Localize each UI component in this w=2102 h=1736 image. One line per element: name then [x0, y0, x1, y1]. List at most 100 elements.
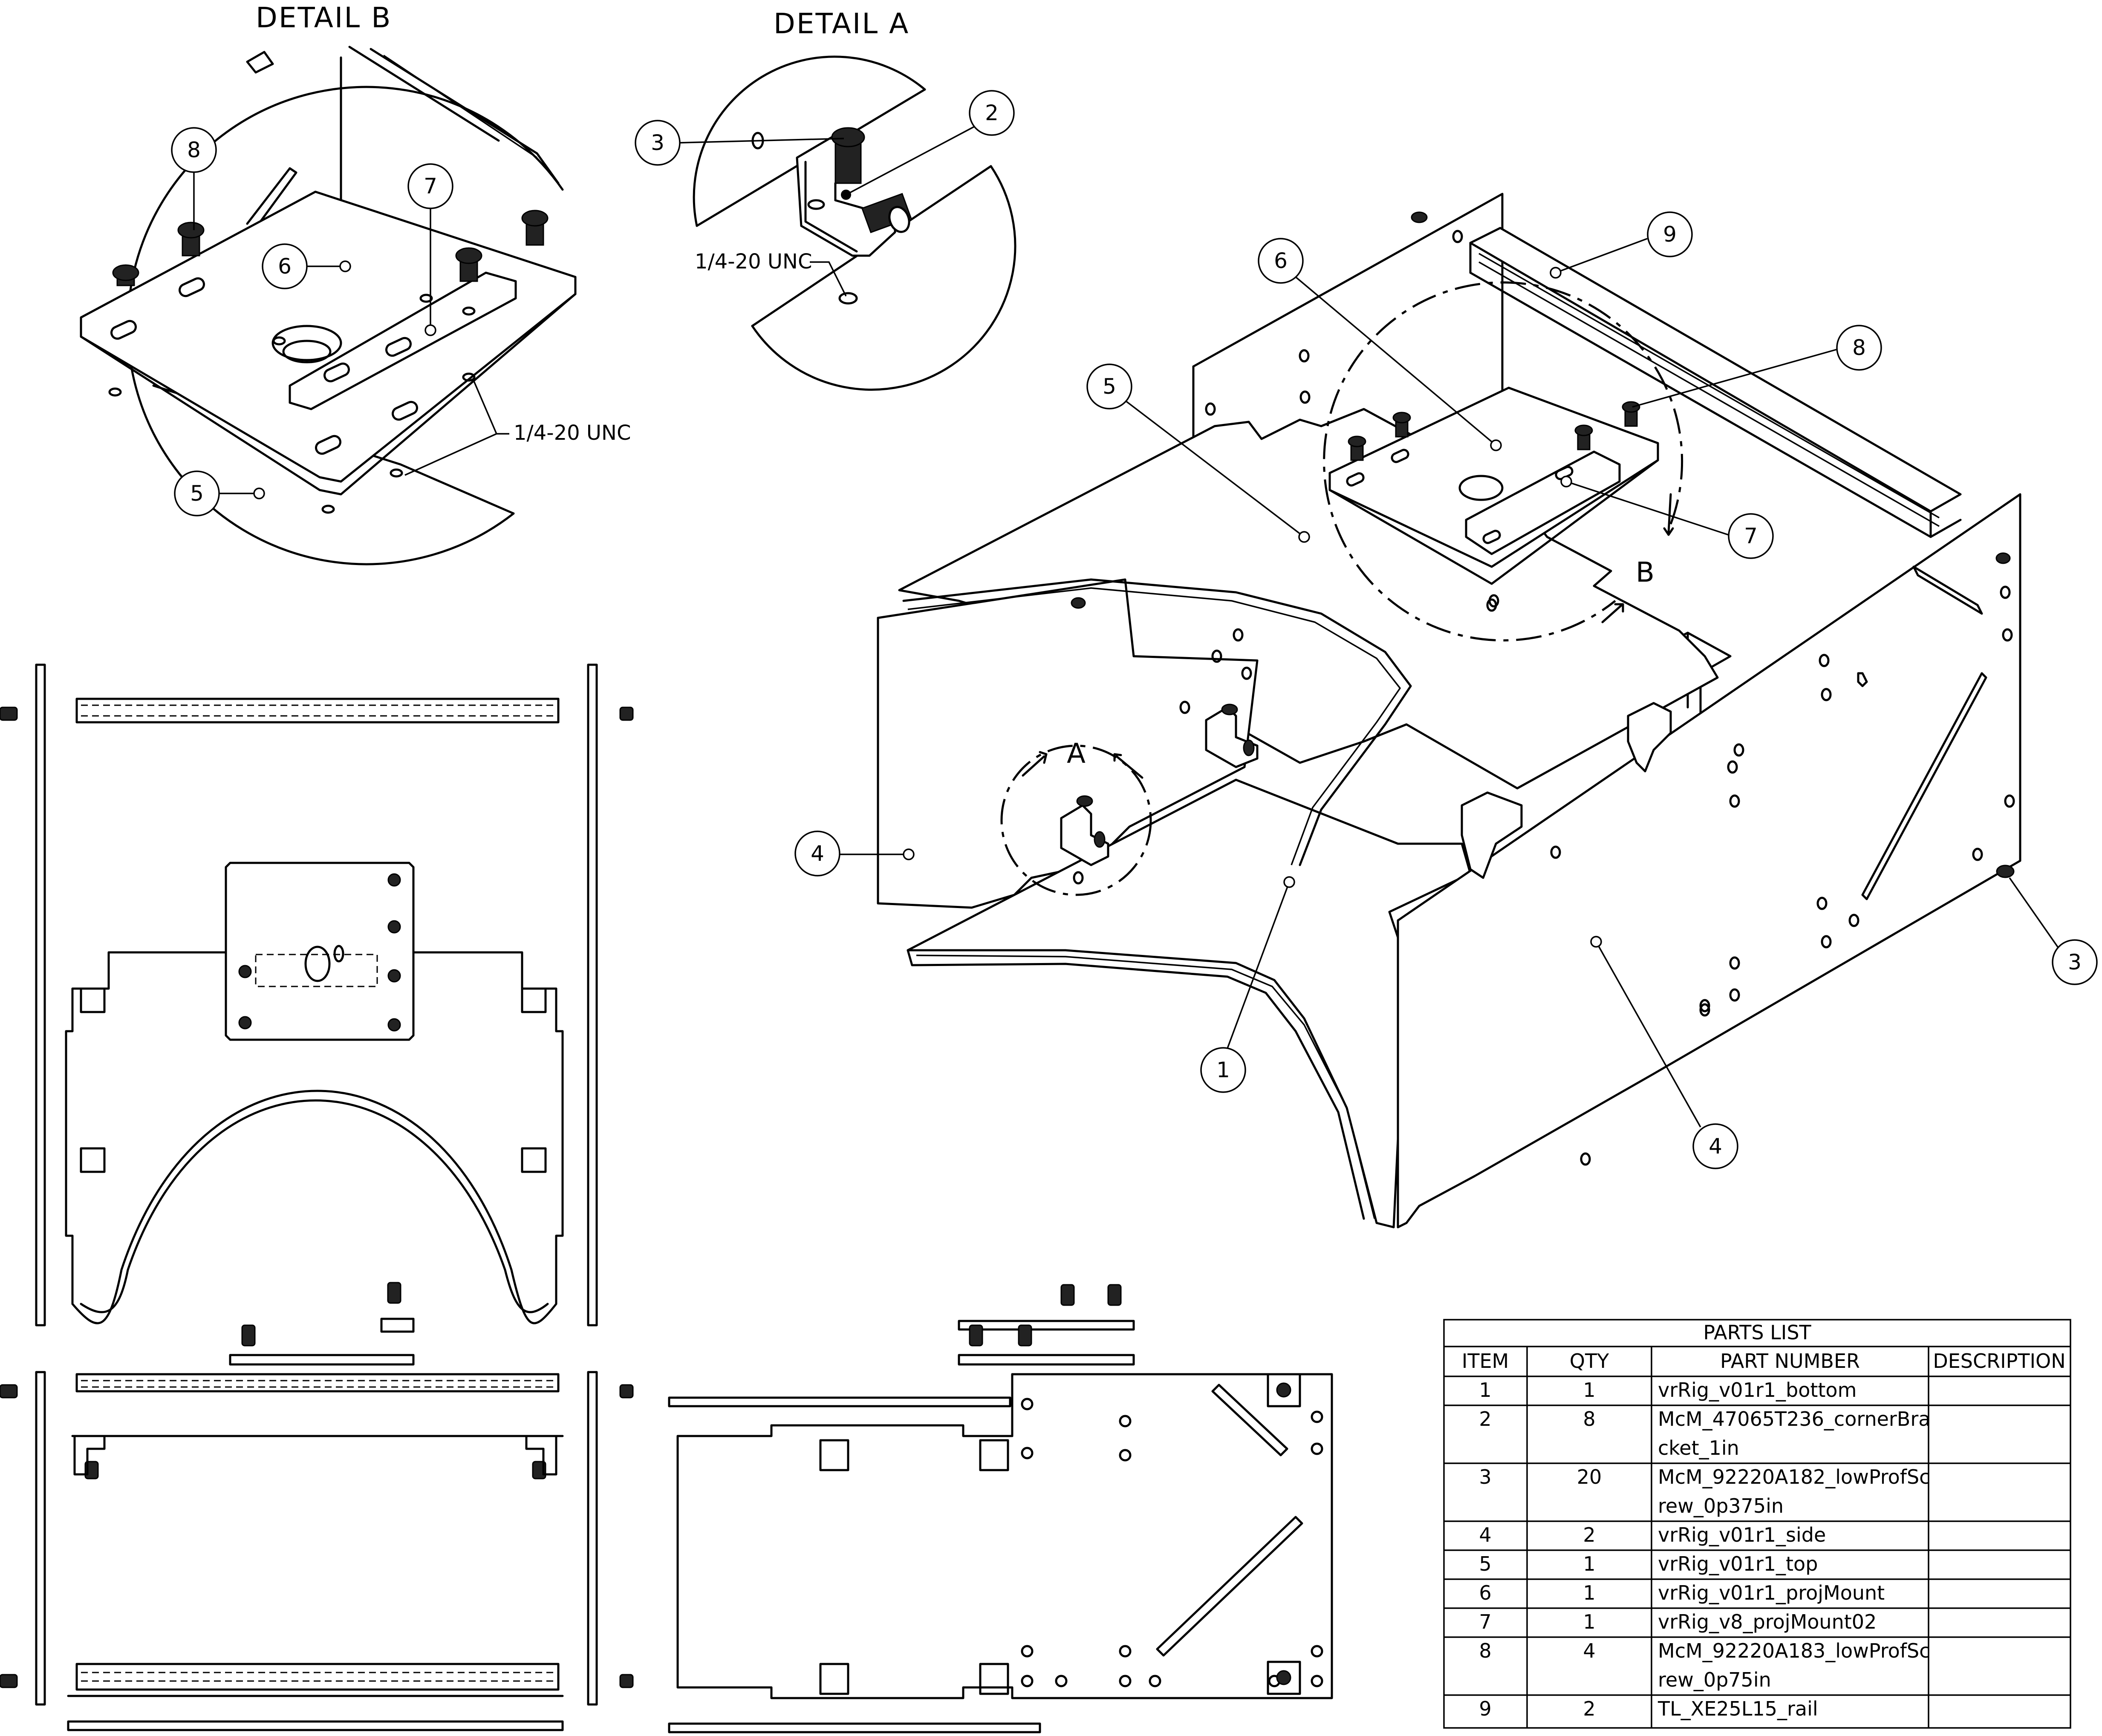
detail-b-slots [110, 277, 419, 455]
top-view-proj-mount [225, 862, 415, 1041]
iso-balloon-4-right: 4 [1590, 936, 1738, 1169]
top-view-mount-screws [238, 873, 401, 1032]
svg-text:4: 4 [811, 841, 824, 866]
parts-list-cell-part-number: vrRig_v01r1_bottom [1658, 1378, 1857, 1401]
parts-list-cell-item: 4 [1479, 1523, 1491, 1546]
detail-b-bore [271, 325, 342, 361]
detail-b-title: DETAIL B [256, 1, 392, 34]
parts-list-header-description: DESCRIPTION [1933, 1350, 2065, 1373]
detail-b-plate-6 [80, 190, 577, 483]
svg-text:8: 8 [187, 138, 201, 162]
detail-a-screw-horizontal-icon [861, 193, 912, 234]
top-view-screw-icons [0, 707, 634, 721]
side-view-brackets [819, 1439, 1009, 1695]
parts-list-cell-item: 2 [1479, 1407, 1491, 1430]
iso-screw-8-icon [1622, 401, 1640, 427]
screw-8-icon [455, 247, 482, 282]
iso-balloon-4-left: 4 [794, 831, 915, 877]
detail-b-bore-inner [282, 340, 332, 363]
front-view [0, 1282, 634, 1731]
detail-b-balloon-7: 7 [407, 163, 453, 336]
front-view-mount-plate [229, 1354, 415, 1366]
parts-list-cell-qty: 2 [1583, 1523, 1595, 1546]
parts-list: PARTS LIST ITEM QTY PART NUMBER DESCRIPT… [1443, 1319, 2071, 1729]
iso-balloon-6: 6 [1258, 238, 1502, 451]
parts-list-cell-part-number: McM_92220A182_lowProfSc [1658, 1465, 1930, 1488]
detail-b-holes [108, 294, 476, 514]
screw-8-icon [112, 264, 139, 286]
parts-list-cell-part-number: vrRig_v8_projMount02 [1658, 1610, 1877, 1633]
detail-b-note-leader [472, 379, 509, 435]
iso-balloon-5: 5 [1086, 363, 1310, 543]
detail-b-screws [112, 210, 549, 286]
parts-list-cell-part-number: McM_47065T236_cornerBra [1658, 1407, 1930, 1430]
parts-list-cell-part-number: TL_XE25L15_rail [1657, 1697, 1818, 1720]
parts-list-cell-item: 8 [1479, 1639, 1491, 1662]
top-view-brackets [80, 987, 547, 1173]
detail-a-boundary [693, 55, 1016, 391]
top-view-rubber-strip [80, 1099, 549, 1313]
svg-text:3: 3 [651, 130, 664, 155]
front-view-mount-plate-2 [380, 1318, 415, 1333]
parts-list-cell-part-number: vrRig_v01r1_side [1658, 1523, 1826, 1546]
svg-text:4: 4 [1709, 1134, 1722, 1159]
iso-detail-b-circle [1323, 281, 1683, 642]
svg-text:9: 9 [1663, 222, 1677, 247]
iso-screw-3-icon [1076, 795, 1106, 848]
iso-corner-brackets [1060, 211, 2015, 879]
top-view-bottom-panel [65, 951, 564, 1324]
detail-a-screw-vertical-icon [831, 127, 865, 184]
detail-a: DETAIL A 3 2 1/4-20 UNC [635, 7, 1016, 391]
isometric-assembly: A B 9 6 8 5 7 4 1 [794, 193, 2098, 1228]
iso-balloon-1: 1 [1200, 876, 1295, 1093]
detail-b: DETAIL B [80, 1, 631, 565]
side-view-rail-ends [1267, 1373, 1301, 1695]
iso-projector-mount [1328, 386, 1659, 585]
parts-list-title: PARTS LIST [1703, 1321, 1811, 1344]
detail-b-plate-6-thickness [80, 293, 577, 496]
detail-b-slot-edge [246, 167, 297, 229]
parts-list-cell-qty: 4 [1583, 1639, 1595, 1662]
parts-list-cell-qty: 1 [1583, 1610, 1595, 1633]
svg-text:2: 2 [985, 101, 999, 125]
iso-detail-a-label: A [1067, 738, 1086, 770]
iso-detail-callouts: A B [1000, 281, 1683, 896]
iso-screw-3-icon [1996, 865, 2015, 878]
iso-screw-8-icon [1574, 424, 1593, 450]
front-view-brackets [73, 1435, 557, 1476]
parts-list-header-qty: QTY [1570, 1350, 1609, 1373]
parts-list-cell-qty: 8 [1583, 1407, 1595, 1430]
parts-list-cell-item: 9 [1479, 1697, 1491, 1720]
parts-list-cell-qty: 1 [1583, 1378, 1595, 1401]
detail-a-title: DETAIL A [774, 7, 910, 40]
top-view-right-side-edge [587, 663, 598, 1327]
svg-text:3: 3 [2068, 950, 2082, 975]
svg-text:6: 6 [1274, 248, 1288, 273]
detail-b-balloon-8: 8 [171, 127, 217, 230]
parts-list-cell-part-number: McM_92220A183_lowProfSc [1658, 1639, 1930, 1662]
iso-balloon-9: 9 [1550, 211, 1693, 279]
top-view-rail-top [75, 698, 560, 724]
svg-text:1: 1 [1216, 1058, 1230, 1082]
parts-list-cell-item: 6 [1479, 1581, 1491, 1604]
top-view [0, 663, 634, 1327]
parts-list-cell-item: 1 [1479, 1378, 1491, 1401]
detail-b-balloon-6: 6 [262, 243, 351, 289]
iso-screw-3-icon [1071, 597, 1086, 609]
parts-list-cell-item: 5 [1479, 1552, 1491, 1575]
iso-upper-curve [902, 578, 1412, 866]
front-view-rail-top [75, 1373, 560, 1393]
detail-a-balloon-3: 3 [635, 120, 844, 166]
iso-balloon-8: 8 [1632, 325, 1882, 408]
parts-list-rows: 1 1 vrRig_v01r1_bottom 2 8 McM_47065T236_corn… [1444, 1378, 2070, 1720]
iso-screw-8-icon [1348, 435, 1366, 461]
front-view-screw-icons [0, 1282, 634, 1688]
side-view-holes [1021, 1398, 1323, 1687]
iso-screw-8-icon [1392, 412, 1411, 438]
parts-list-cell-qty: 2 [1583, 1697, 1595, 1720]
detail-a-thread-note: 1/4-20 UNC [695, 250, 812, 274]
screw-8-icon [177, 222, 205, 257]
detail-b-thread-note: 1/4-20 UNC [514, 421, 631, 445]
detail-b-hatch [383, 55, 537, 159]
